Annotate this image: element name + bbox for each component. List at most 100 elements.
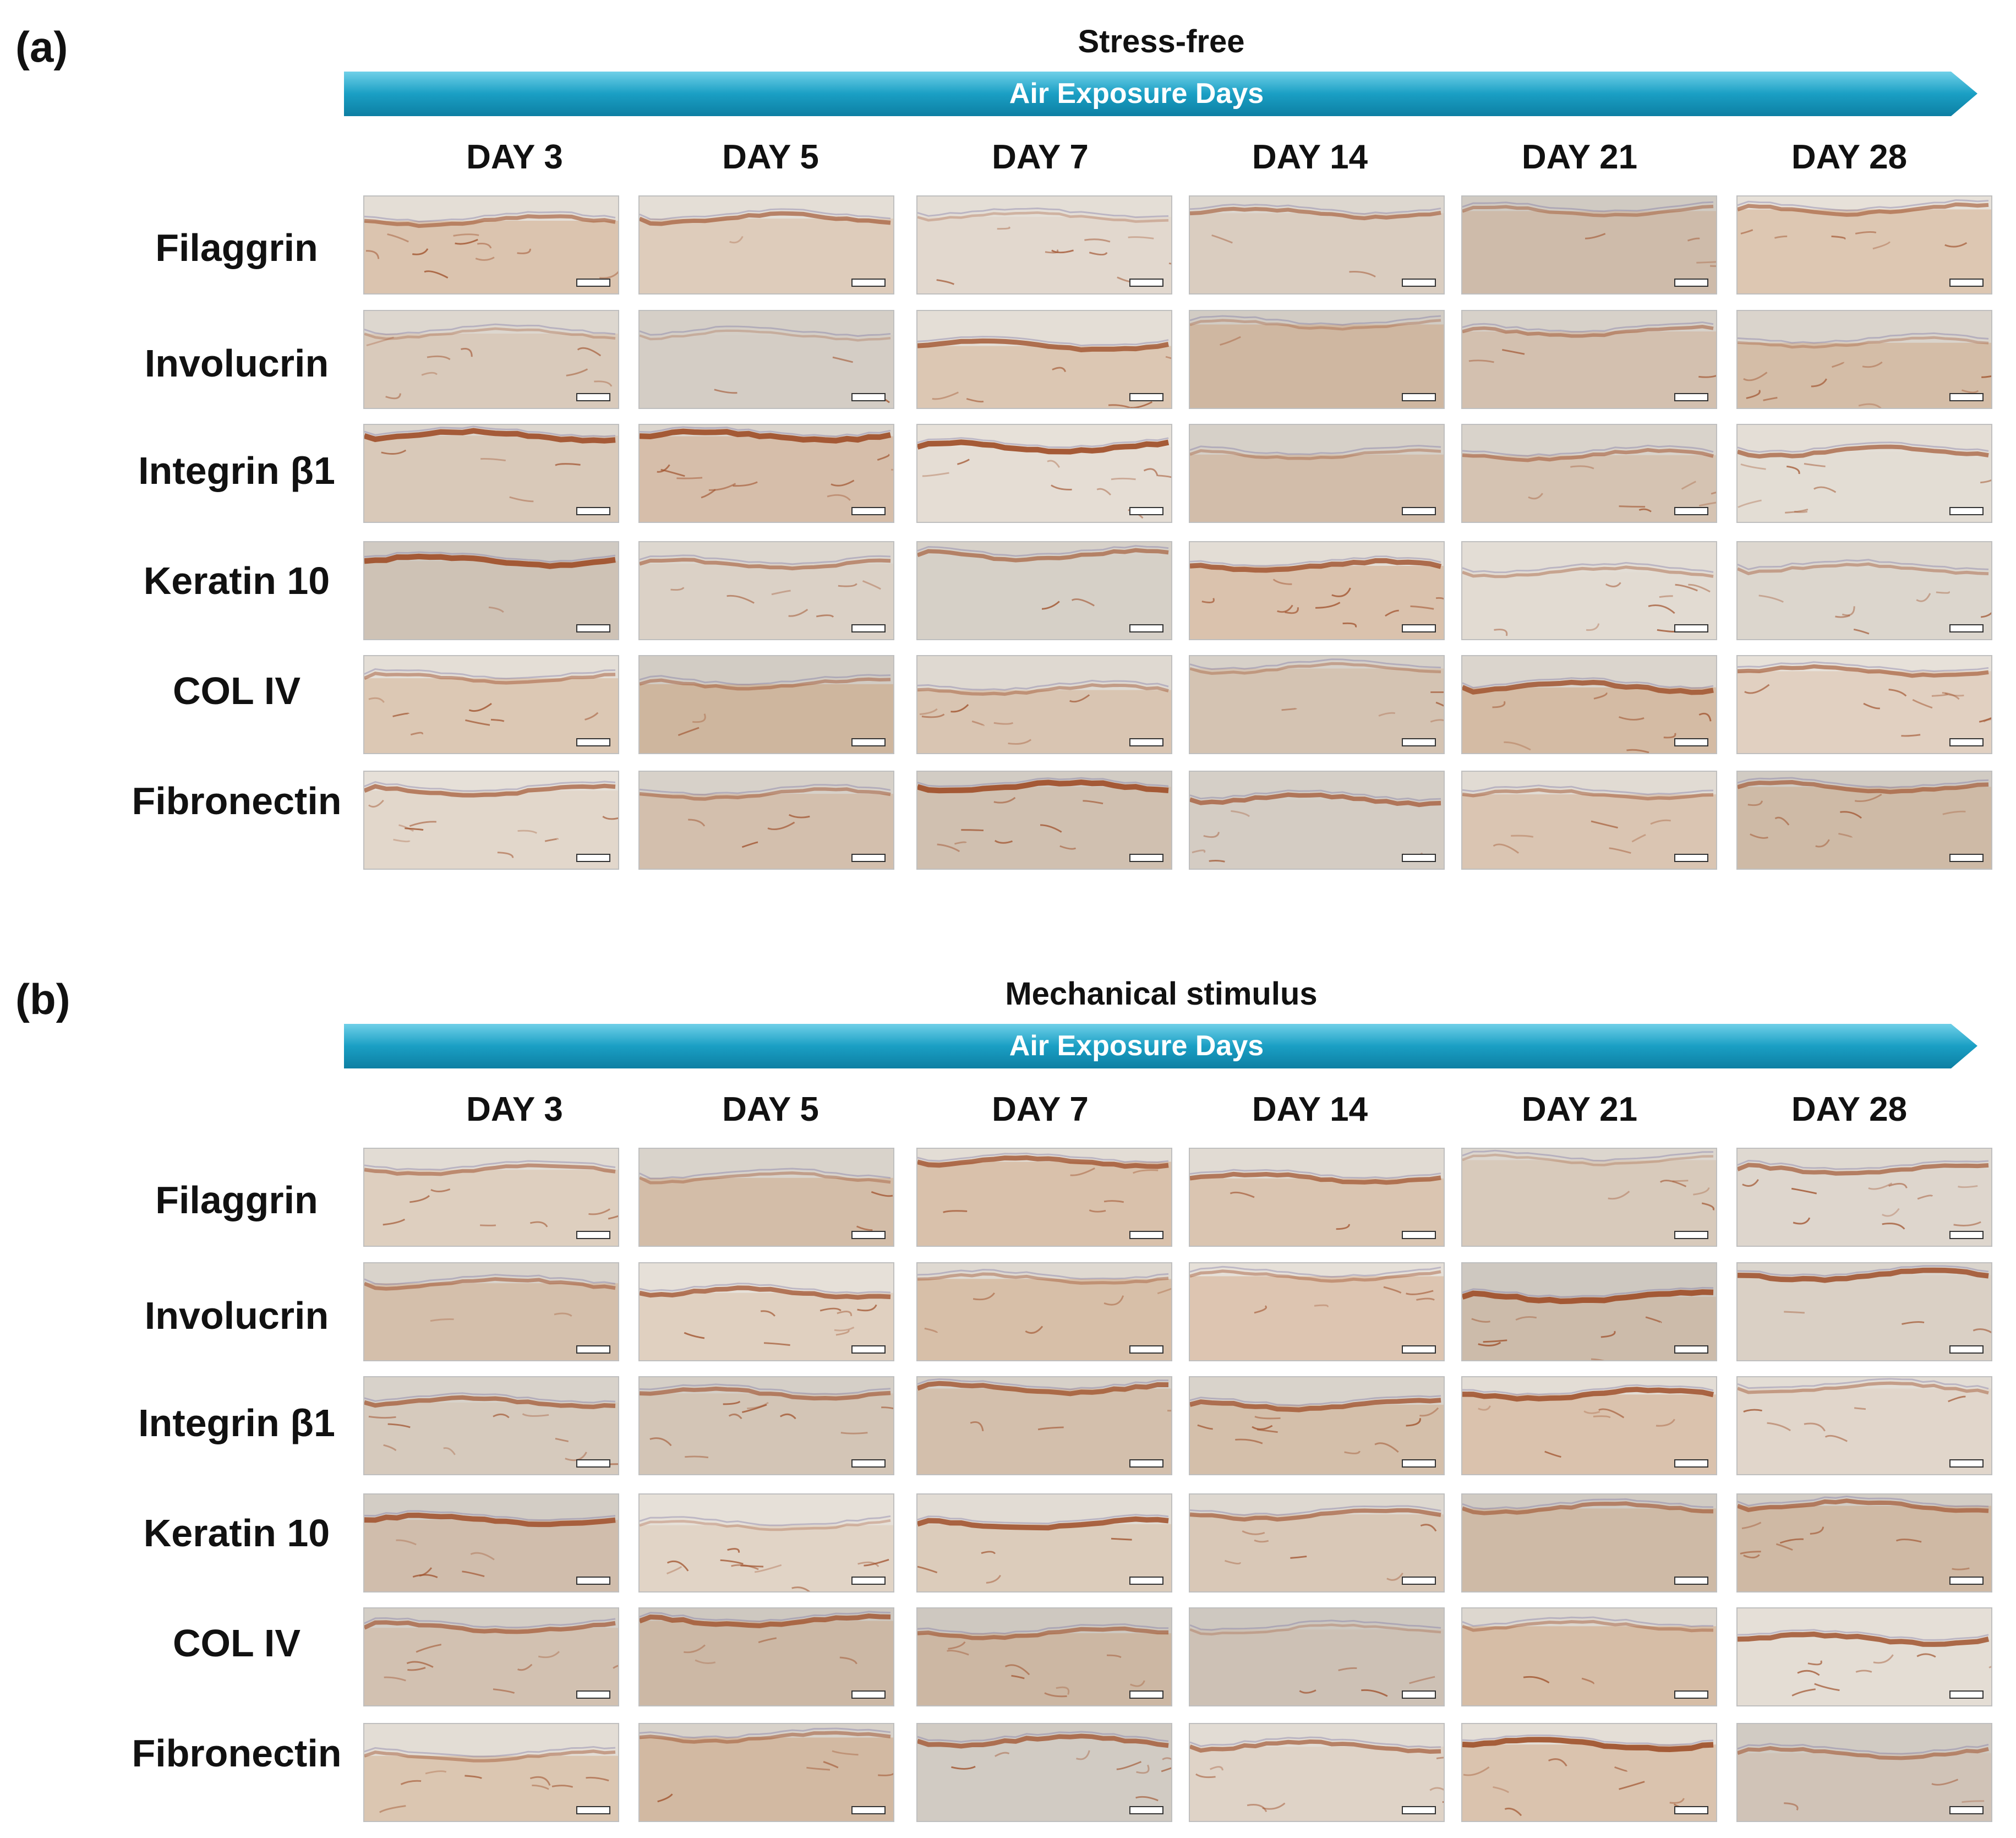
micrograph-image <box>638 655 894 754</box>
scale-bar-icon <box>1674 1231 1708 1239</box>
scale-bar-icon <box>851 854 886 862</box>
panel-label: (b) <box>15 975 70 1023</box>
micrograph-image <box>363 424 619 523</box>
condition-title: Stress-free <box>1078 24 1245 59</box>
micrograph-image <box>363 1493 619 1592</box>
micrograph-image <box>638 1723 894 1822</box>
scale-bar-icon <box>1674 1345 1708 1354</box>
day-label: DAY 3 <box>466 138 563 176</box>
micrograph-image <box>363 310 619 409</box>
micrograph-image <box>363 655 619 754</box>
scale-bar-icon <box>1674 393 1708 401</box>
scale-bar-icon <box>1949 1577 1984 1585</box>
micrograph-image <box>1736 771 1992 870</box>
scale-bar-icon <box>1949 854 1984 862</box>
micrograph-image <box>916 1376 1172 1475</box>
micrograph-image <box>1461 195 1717 294</box>
micrograph-image <box>363 1148 619 1247</box>
micrograph-image <box>363 541 619 640</box>
scale-bar-icon <box>1949 393 1984 401</box>
micrograph-image <box>1189 424 1445 523</box>
day-label: DAY 7 <box>992 1090 1089 1128</box>
marker-label: Fibronectin <box>132 1732 342 1775</box>
marker-label: Involucrin <box>144 1294 329 1337</box>
micrograph-image <box>1736 1493 1992 1592</box>
scale-bar-icon <box>851 279 886 287</box>
scale-bar-icon <box>1402 1577 1436 1585</box>
scale-bar-icon <box>1129 1690 1163 1699</box>
scale-bar-icon <box>576 1459 610 1468</box>
micrograph-image <box>916 1262 1172 1361</box>
marker-label: Keratin 10 <box>143 1512 330 1555</box>
micrograph-image <box>1189 1493 1445 1592</box>
micrograph-image <box>1461 310 1717 409</box>
scale-bar-icon <box>576 1577 610 1585</box>
scale-bar-icon <box>1402 738 1436 746</box>
micrograph-image <box>1461 655 1717 754</box>
day-label: DAY 14 <box>1252 1090 1368 1128</box>
micrograph-image <box>916 310 1172 409</box>
marker-label: COL IV <box>172 669 301 712</box>
scale-bar-icon <box>576 854 610 862</box>
day-label: DAY 21 <box>1521 1090 1638 1128</box>
micrograph-image <box>1461 1607 1717 1706</box>
micrograph-image <box>1189 655 1445 754</box>
micrograph-image <box>1736 195 1992 294</box>
micrograph-image <box>916 541 1172 640</box>
micrograph-image <box>1189 195 1445 294</box>
micrograph-image <box>638 1493 894 1592</box>
micrograph-image <box>638 771 894 870</box>
micrograph-image <box>1736 1607 1992 1706</box>
scale-bar-icon <box>1402 1459 1436 1468</box>
scale-bar-icon <box>1949 738 1984 746</box>
micrograph-image <box>1189 310 1445 409</box>
micrograph-image <box>916 1148 1172 1247</box>
micrograph-image <box>1189 1262 1445 1361</box>
panel-a: (a) Stress-free Air Exposure Days DAY 3 … <box>0 0 2016 881</box>
scale-bar-icon <box>1129 1345 1163 1354</box>
scale-bar-icon <box>1129 854 1163 862</box>
scale-bar-icon <box>1402 1690 1436 1699</box>
micrograph-image <box>916 1493 1172 1592</box>
marker-label: Keratin 10 <box>143 559 330 602</box>
scale-bar-icon <box>576 738 610 746</box>
micrograph-image <box>638 310 894 409</box>
panel-b: (b) Mechanical stimulus Air Exposure Day… <box>0 952 2016 1833</box>
micrograph-image <box>1736 1376 1992 1475</box>
scale-bar-icon <box>851 507 886 515</box>
micrograph-image <box>1461 1723 1717 1822</box>
day-label: DAY 5 <box>722 138 819 176</box>
scale-bar-icon <box>1129 624 1163 632</box>
scale-bar-icon <box>1674 738 1708 746</box>
marker-label: Integrin β1 <box>138 449 335 492</box>
scale-bar-icon <box>851 1577 886 1585</box>
micrograph-image <box>638 1262 894 1361</box>
micrograph-image <box>363 1607 619 1706</box>
micrograph-image <box>916 1607 1172 1706</box>
day-label: DAY 3 <box>466 1090 563 1128</box>
scale-bar-icon <box>1674 624 1708 632</box>
scale-bar-icon <box>1402 1806 1436 1814</box>
marker-label: Filaggrin <box>155 226 318 269</box>
scale-bar-icon <box>1949 1806 1984 1814</box>
micrograph-image <box>1189 1723 1445 1822</box>
scale-bar-icon <box>1674 1806 1708 1814</box>
micrograph-image <box>1189 771 1445 870</box>
micrograph-image <box>916 1723 1172 1822</box>
micrograph-image <box>363 1723 619 1822</box>
marker-label: COL IV <box>172 1622 301 1665</box>
scale-bar-icon <box>851 624 886 632</box>
scale-bar-icon <box>851 1806 886 1814</box>
scale-bar-icon <box>1674 1459 1708 1468</box>
micrograph-image <box>1736 1723 1992 1822</box>
scale-bar-icon <box>576 1806 610 1814</box>
scale-bar-icon <box>1949 1459 1984 1468</box>
day-label: DAY 28 <box>1791 138 1908 176</box>
scale-bar-icon <box>576 1231 610 1239</box>
micrograph-image <box>1461 424 1717 523</box>
right-arrow-icon: Air Exposure Days <box>344 1023 1979 1070</box>
micrograph-image <box>916 771 1172 870</box>
micrograph-image <box>1461 1376 1717 1475</box>
scale-bar-icon <box>1674 279 1708 287</box>
micrograph-image <box>638 1148 894 1247</box>
